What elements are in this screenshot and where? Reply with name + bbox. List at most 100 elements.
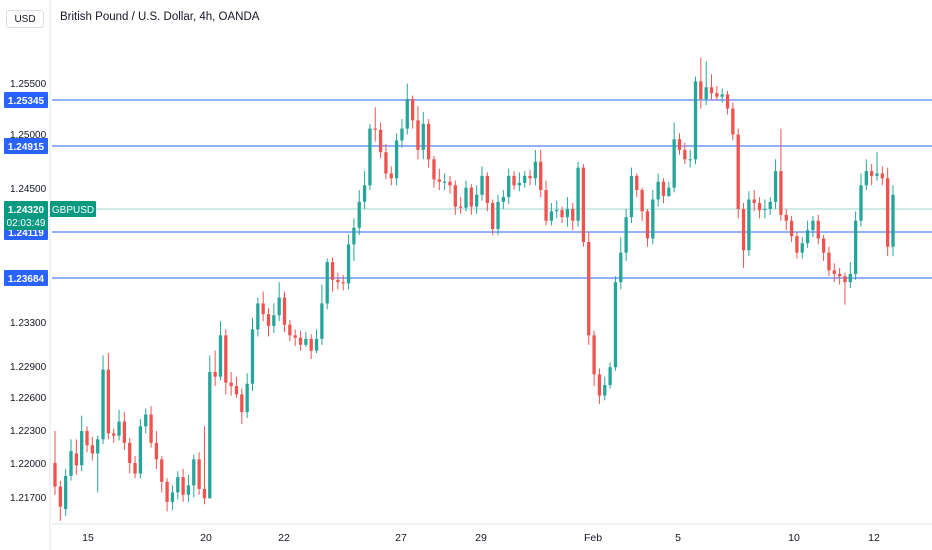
symbol-label: GBPUSD <box>52 205 94 216</box>
candle-body <box>768 201 772 209</box>
candle-body <box>213 371 217 377</box>
candle-body <box>736 134 740 209</box>
candle-body <box>346 244 351 284</box>
candle-body <box>469 187 473 207</box>
candle-body <box>773 171 778 202</box>
candle-body <box>341 282 345 284</box>
candle-body <box>603 384 607 396</box>
candle-body <box>165 481 169 502</box>
candle-body <box>186 485 191 495</box>
hline-price-label: 1.23684 <box>8 274 45 285</box>
time-tick-label: 5 <box>675 532 681 544</box>
candle-body <box>240 394 244 413</box>
candle-body <box>619 252 623 283</box>
price-badges: 1.25345 1.24915 1.24119 1.23684 1.24320 02:03… <box>4 92 96 286</box>
time-tick-label: 10 <box>788 532 800 544</box>
candle-body <box>459 206 463 208</box>
candle-body <box>576 167 580 221</box>
candle-body <box>128 442 132 463</box>
candle-body <box>229 382 233 387</box>
time-axis[interactable]: 15 20 22 27 29 Feb 5 10 12 <box>52 523 932 544</box>
candle-body <box>747 199 751 251</box>
candle-body <box>672 139 676 188</box>
candle-body <box>218 335 223 377</box>
candle-body <box>416 120 420 150</box>
candle-body <box>330 262 335 280</box>
candle-body <box>426 123 431 160</box>
candle-body <box>853 220 858 274</box>
candle-body <box>58 486 62 507</box>
candle-body <box>640 190 644 212</box>
candle-body <box>261 303 265 315</box>
candle-body <box>256 303 260 330</box>
candle-body <box>378 129 383 153</box>
candle-body <box>170 492 175 502</box>
currency-button[interactable]: USD <box>6 10 44 28</box>
candle-body <box>843 276 847 283</box>
candle-body <box>96 439 100 454</box>
candle-body <box>373 128 377 130</box>
candle-body <box>208 371 212 499</box>
candle-body <box>517 182 522 186</box>
candle-body <box>282 297 287 325</box>
candle-body <box>741 208 746 251</box>
candle-body <box>891 194 895 247</box>
horizontal-lines[interactable] <box>52 99 932 279</box>
candle-body <box>725 94 730 109</box>
candle-body <box>133 462 137 474</box>
candle-body <box>624 217 628 253</box>
candle-body <box>421 123 425 150</box>
candle-body <box>336 279 340 283</box>
candle-body <box>234 386 239 395</box>
candle-body <box>475 194 479 207</box>
last-price-badge <box>4 201 48 230</box>
candle-body <box>800 243 804 253</box>
candle-body <box>122 421 127 443</box>
candle-body <box>368 128 372 186</box>
time-tick-label: 22 <box>278 532 290 544</box>
countdown-label: 02:03:49 <box>7 218 46 229</box>
candle-body <box>176 477 180 493</box>
time-tick-label: 20 <box>200 532 212 544</box>
candle-body <box>400 128 404 141</box>
candle-body <box>491 203 495 230</box>
candle-body <box>704 87 708 100</box>
time-tick-label: 27 <box>395 532 407 544</box>
price-axis[interactable]: 1.25500 1.25000 1.24500 1.23300 1.22900 1.226… <box>10 0 51 550</box>
candle-body <box>645 211 650 239</box>
candle-body <box>181 477 185 495</box>
price-tick-label: 1.22600 <box>10 393 47 404</box>
hline-price-label: 1.24119 <box>8 228 44 239</box>
candle-body <box>64 475 68 510</box>
candle-body <box>512 175 516 186</box>
hline-price-label: 1.24915 <box>8 142 45 153</box>
candle-body <box>448 181 452 186</box>
price-tick-label: 1.25500 <box>10 79 47 90</box>
candle-body <box>875 173 879 176</box>
candle-body <box>437 179 441 182</box>
candle-body <box>250 329 255 384</box>
candle-body <box>581 167 586 243</box>
candle-body <box>827 252 831 271</box>
time-tick-label: 29 <box>475 532 487 544</box>
candle-body <box>405 99 409 129</box>
price-tick-label: 1.22300 <box>10 426 47 437</box>
candle-body <box>202 488 207 499</box>
candle-body <box>592 335 596 375</box>
candle-body <box>821 238 826 253</box>
candle-body <box>245 383 249 413</box>
candle-body <box>784 214 788 221</box>
hline-price-badge <box>4 92 48 108</box>
price-tick-label: 1.25000 <box>10 130 47 141</box>
candle-body <box>629 175 634 218</box>
candle-body <box>90 445 95 454</box>
candle-body <box>667 187 671 196</box>
candle-body <box>309 338 313 351</box>
candle-body <box>197 459 201 489</box>
candle-body <box>352 227 356 245</box>
candle-body <box>117 421 121 436</box>
candle-body <box>651 199 655 239</box>
candle-body <box>859 185 863 221</box>
